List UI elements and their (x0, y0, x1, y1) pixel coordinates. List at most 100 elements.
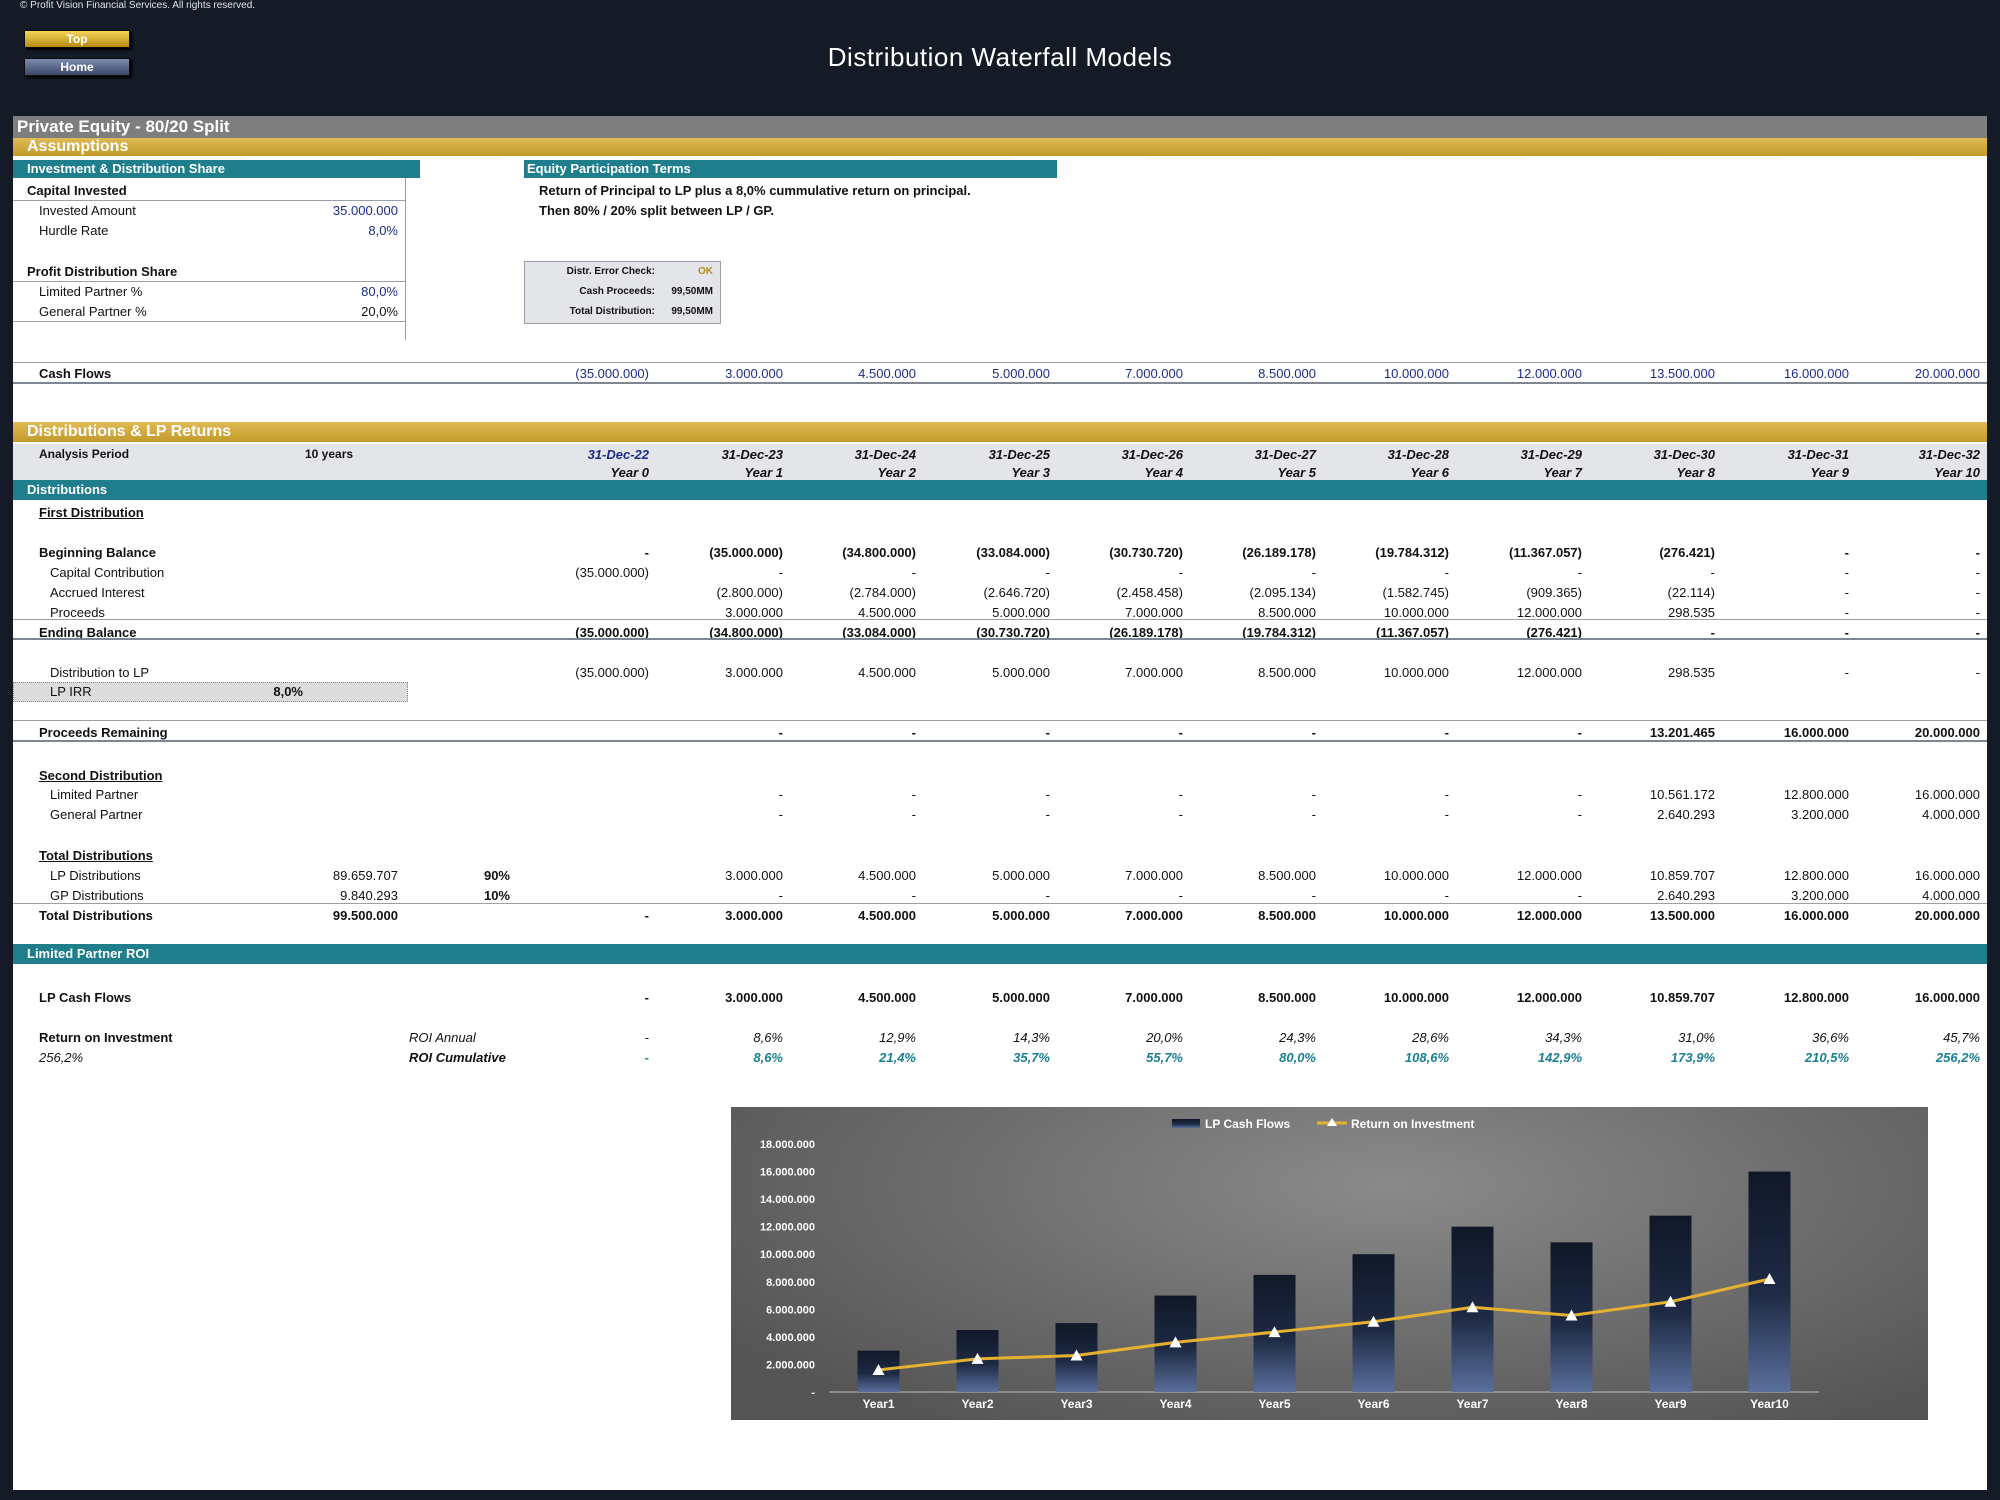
x-tick-label: Year7 (1456, 1397, 1488, 1411)
distributions-lp-returns-header: Distributions & LP Returns (13, 422, 1987, 442)
second-distribution-label: Second Distribution (39, 768, 163, 783)
period-date-cell: 31-Dec-24 (854, 447, 916, 462)
second-gp-cell: 2.640.293 (1657, 807, 1715, 822)
cash-flow-cell: (35.000.000) (575, 366, 649, 381)
legend-bar-swatch (1172, 1119, 1200, 1128)
period-date-cell: 31-Dec-25 (988, 447, 1050, 462)
total-distributions-cell: 16.000.000 (1783, 908, 1849, 923)
period-year-cell: Year 9 (1810, 465, 1849, 480)
top-button[interactable]: Top (24, 30, 130, 48)
capital-contribution-cell: - (1178, 565, 1183, 580)
distribution-to-lp-cell: 8.500.000 (1258, 665, 1316, 680)
roi-annual-cell: 20,0% (1146, 1030, 1183, 1045)
roi-cumulative-cell: 35,7% (1013, 1050, 1050, 1065)
lp-cash-flow-cell: 3.000.000 (725, 990, 783, 1005)
x-tick-label: Year9 (1654, 1397, 1686, 1411)
second-lp-cell: - (778, 787, 783, 802)
total-distributions-cell: 10.000.000 (1383, 908, 1449, 923)
period-year-cell: Year 10 (1934, 465, 1980, 480)
proceeds-remaining-cell: 20.000.000 (1914, 725, 1980, 740)
roi-marker (1664, 1295, 1677, 1307)
total-distributions-cell: 7.000.000 (1125, 908, 1183, 923)
total-distributions-cell: 13.500.000 (1649, 908, 1715, 923)
home-button[interactable]: Home (24, 58, 130, 76)
period-year-cell: Year 7 (1543, 465, 1582, 480)
error-check-value: OK (698, 266, 713, 277)
accrued-interest-cell: (2.458.458) (1116, 585, 1184, 600)
second-gp-cell: - (1444, 807, 1449, 822)
distribution-to-lp-cell: 7.000.000 (1125, 665, 1183, 680)
capital-contribution-cell: - (1311, 565, 1316, 580)
beginning-balance-cell: (11.367.057) (1508, 545, 1582, 560)
chart-legend: LP Cash Flows Return on Investment (1172, 1117, 1474, 1131)
analysis-period-label: Analysis Period (39, 447, 130, 461)
lp-pct-value[interactable]: 80,0% (361, 284, 398, 299)
cash-flow-cell: 4.500.000 (858, 366, 916, 381)
cash-flows-label: Cash Flows (39, 366, 112, 381)
ending-balance-cell: - (1710, 625, 1715, 640)
lp-cash-flow-cell: 5.000.000 (992, 990, 1050, 1005)
roi-marker (1367, 1315, 1380, 1327)
ending-balance-cell: (19.784.312) (1242, 625, 1316, 640)
gp-distributions-cell: - (911, 888, 916, 903)
y-tick-label: 18.000.000 (760, 1139, 815, 1151)
distribution-to-lp-cell: 10.000.000 (1383, 665, 1449, 680)
proceeds-cell: 10.000.000 (1383, 605, 1449, 620)
lp-irr-value: 8,0% (273, 684, 303, 699)
capital-contribution-cell: - (1444, 565, 1449, 580)
distribution-to-lp-cell: 5.000.000 (992, 665, 1050, 680)
profit-share-label: Profit Distribution Share (27, 264, 178, 279)
total-distributions-label: Total Distributions (39, 908, 153, 923)
gp-distributions-cell: 2.640.293 (1657, 888, 1715, 903)
x-tick-label: Year6 (1357, 1397, 1389, 1411)
lp-distributions-cell: 8.500.000 (1258, 868, 1316, 883)
second-lp-cell: - (1577, 787, 1582, 802)
legend-return-on-investment: Return on Investment (1351, 1117, 1474, 1131)
total-distributions-header: Total Distributions (39, 848, 153, 863)
cash-flow-cell: 20.000.000 (1914, 366, 1980, 381)
x-tick-label: Year1 (862, 1397, 894, 1411)
invested-amount-label: Invested Amount (39, 203, 136, 218)
distribution-to-lp-cell: 12.000.000 (1516, 665, 1582, 680)
lp-cash-flow-cell: - (644, 990, 649, 1005)
lp-distributions-cell: 12.000.000 (1516, 868, 1582, 883)
invested-amount-value[interactable]: 35.000.000 (332, 203, 398, 218)
roi-annual-cell: 31,0% (1678, 1030, 1715, 1045)
period-date-cell: 31-Dec-28 (1387, 447, 1449, 462)
gp-pct-label: General Partner % (39, 304, 147, 319)
beginning-balance-cell: (26.189.178) (1242, 545, 1316, 560)
capital-contribution-cell: - (1844, 565, 1849, 580)
beginning-balance-cell: (276.421) (1659, 545, 1715, 560)
roi-cumulative-cell: 173,9% (1670, 1050, 1715, 1065)
period-date-cell: 31-Dec-23 (721, 447, 783, 462)
proceeds-remaining-cell: - (911, 725, 916, 740)
total-distributions-cell: - (644, 908, 649, 923)
capital-contribution-cell: (35.000.000) (575, 565, 649, 580)
x-tick-label: Year5 (1258, 1397, 1290, 1411)
distributions-header: Distributions (13, 480, 1987, 500)
y-tick-label: 4.000.000 (766, 1332, 815, 1344)
second-gp-label: General Partner (50, 807, 143, 822)
second-gp-cell: - (1577, 807, 1582, 822)
distribution-check-box: Distr. Error Check: OK Cash Proceeds: 99… (524, 261, 721, 324)
roi-cumulative-cell: 8,6% (753, 1050, 783, 1065)
hurdle-rate-value[interactable]: 8,0% (368, 223, 398, 238)
proceeds-cell: 12.000.000 (1516, 605, 1582, 620)
capital-contribution-cell: - (1975, 565, 1980, 580)
period-date-cell: 31-Dec-22 (587, 447, 649, 462)
y-tick-label: 10.000.000 (760, 1249, 815, 1261)
roi-annual-cell: 14,3% (1013, 1030, 1050, 1045)
period-header-band (13, 444, 1987, 480)
legend-lp-cash-flows: LP Cash Flows (1205, 1117, 1290, 1131)
beginning-balance-cell: (33.084.000) (976, 545, 1050, 560)
y-tick-label: - (811, 1387, 815, 1399)
capital-contribution-cell: - (1710, 565, 1715, 580)
lp-cash-flow-cell: 12.800.000 (1783, 990, 1849, 1005)
capital-contribution-cell: - (1045, 565, 1050, 580)
period-date-cell: 31-Dec-30 (1653, 447, 1715, 462)
roi-annual-label: ROI Annual (409, 1030, 476, 1045)
investment-share-header: Investment & Distribution Share (13, 160, 420, 178)
x-tick-label: Year3 (1060, 1397, 1092, 1411)
gp-distributions-cell: - (1444, 888, 1449, 903)
period-year-cell: Year 6 (1410, 465, 1449, 480)
